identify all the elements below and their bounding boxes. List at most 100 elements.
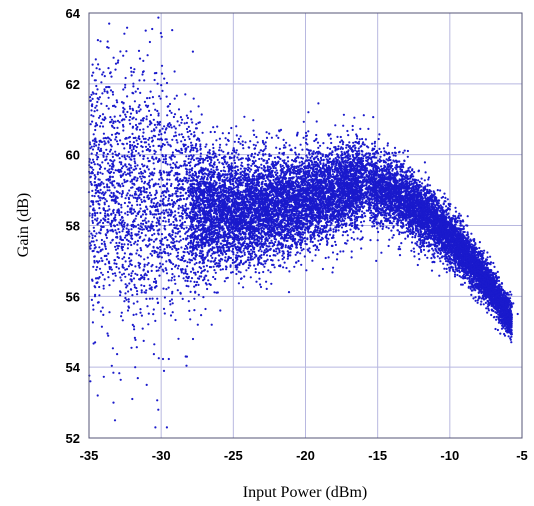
scatter-point <box>156 138 160 141</box>
scatter-point <box>300 249 303 252</box>
scatter-point <box>395 214 398 217</box>
scatter-point <box>114 150 117 153</box>
scatter-point <box>94 218 97 221</box>
scatter-point <box>267 158 270 161</box>
scatter-point <box>360 221 363 224</box>
scatter-point <box>484 301 487 304</box>
scatter-point <box>111 104 115 108</box>
scatter-point <box>249 252 252 256</box>
scatter-point <box>245 269 248 272</box>
scatter-point <box>190 118 193 121</box>
scatter-point <box>135 313 138 316</box>
scatter-point <box>140 119 143 122</box>
scatter-point <box>369 239 372 242</box>
scatter-point <box>288 177 291 180</box>
scatter-point <box>94 214 97 217</box>
scatter-point <box>152 162 155 165</box>
scatter-point <box>167 254 170 257</box>
scatter-point <box>205 143 208 146</box>
scatter-point <box>97 116 101 119</box>
scatter-point <box>253 133 256 136</box>
scatter-point <box>171 311 174 314</box>
scatter-point <box>149 229 152 232</box>
scatter-point <box>272 175 275 178</box>
scatter-point <box>303 228 306 231</box>
scatter-point <box>163 312 166 315</box>
scatter-point <box>326 240 329 243</box>
scatter-point <box>436 255 439 258</box>
scatter-point <box>376 227 379 230</box>
scatter-point <box>160 256 163 259</box>
scatter-point <box>145 187 148 190</box>
scatter-point <box>371 225 374 228</box>
scatter-point <box>247 154 250 157</box>
scatter-point <box>185 170 188 173</box>
scatter-point <box>242 286 245 289</box>
scatter-point <box>219 236 222 239</box>
scatter-point <box>134 225 137 228</box>
scatter-point <box>189 259 193 262</box>
scatter-point <box>211 252 214 255</box>
scatter-point <box>141 228 144 231</box>
scatter-point <box>148 175 151 178</box>
scatter-point <box>161 357 165 361</box>
scatter-point <box>222 163 225 166</box>
scatter-point <box>106 186 109 189</box>
scatter-point <box>181 151 184 155</box>
scatter-point <box>175 139 178 142</box>
scatter-point <box>123 181 126 184</box>
scatter-point <box>252 129 255 132</box>
scatter-point <box>132 208 135 211</box>
scatter-point <box>101 118 104 121</box>
scatter-point <box>114 68 117 71</box>
scatter-point <box>174 192 177 195</box>
scatter-point <box>378 170 381 173</box>
scatter-point <box>190 228 193 232</box>
scatter-point <box>493 315 496 319</box>
scatter-point <box>210 156 213 159</box>
scatter-point <box>281 254 284 257</box>
scatter-point <box>147 143 150 146</box>
scatter-point <box>296 251 299 254</box>
scatter-point <box>118 152 121 155</box>
scatter-point <box>142 131 145 134</box>
scatter-point <box>114 138 117 141</box>
scatter-point <box>339 135 342 139</box>
scatter-point <box>241 184 244 187</box>
scatter-point <box>364 215 367 218</box>
scatter-point <box>138 110 141 113</box>
scatter-point <box>198 261 201 264</box>
scatter-point <box>148 287 151 290</box>
scatter-point <box>182 197 185 201</box>
scatter-point <box>139 308 142 311</box>
scatter-point <box>169 314 173 317</box>
scatter-point <box>152 240 156 243</box>
scatter-point <box>334 149 337 152</box>
scatter-point <box>110 182 114 185</box>
scatter-point <box>89 205 92 208</box>
scatter-point <box>409 228 412 231</box>
scatter-point <box>194 255 197 258</box>
scatter-point <box>126 210 129 213</box>
scatter-point <box>160 195 163 198</box>
scatter-point <box>100 257 103 260</box>
scatter-point <box>166 238 169 242</box>
scatter-point <box>112 192 115 195</box>
scatter-point <box>196 270 200 273</box>
scatter-point <box>242 147 245 150</box>
scatter-point <box>230 126 233 130</box>
scatter-point <box>162 161 165 164</box>
scatter-point <box>118 271 121 274</box>
scatter-point <box>417 231 420 234</box>
scatter-point <box>118 241 121 244</box>
scatter-point <box>168 202 171 205</box>
scatter-point <box>193 297 196 300</box>
scatter-point <box>321 153 324 156</box>
scatter-point <box>299 246 303 249</box>
scatter-point <box>342 250 345 253</box>
scatter-point <box>97 195 100 198</box>
scatter-point <box>474 299 477 302</box>
scatter-point <box>344 224 347 228</box>
scatter-point <box>187 194 190 197</box>
scatter-point <box>139 311 142 314</box>
